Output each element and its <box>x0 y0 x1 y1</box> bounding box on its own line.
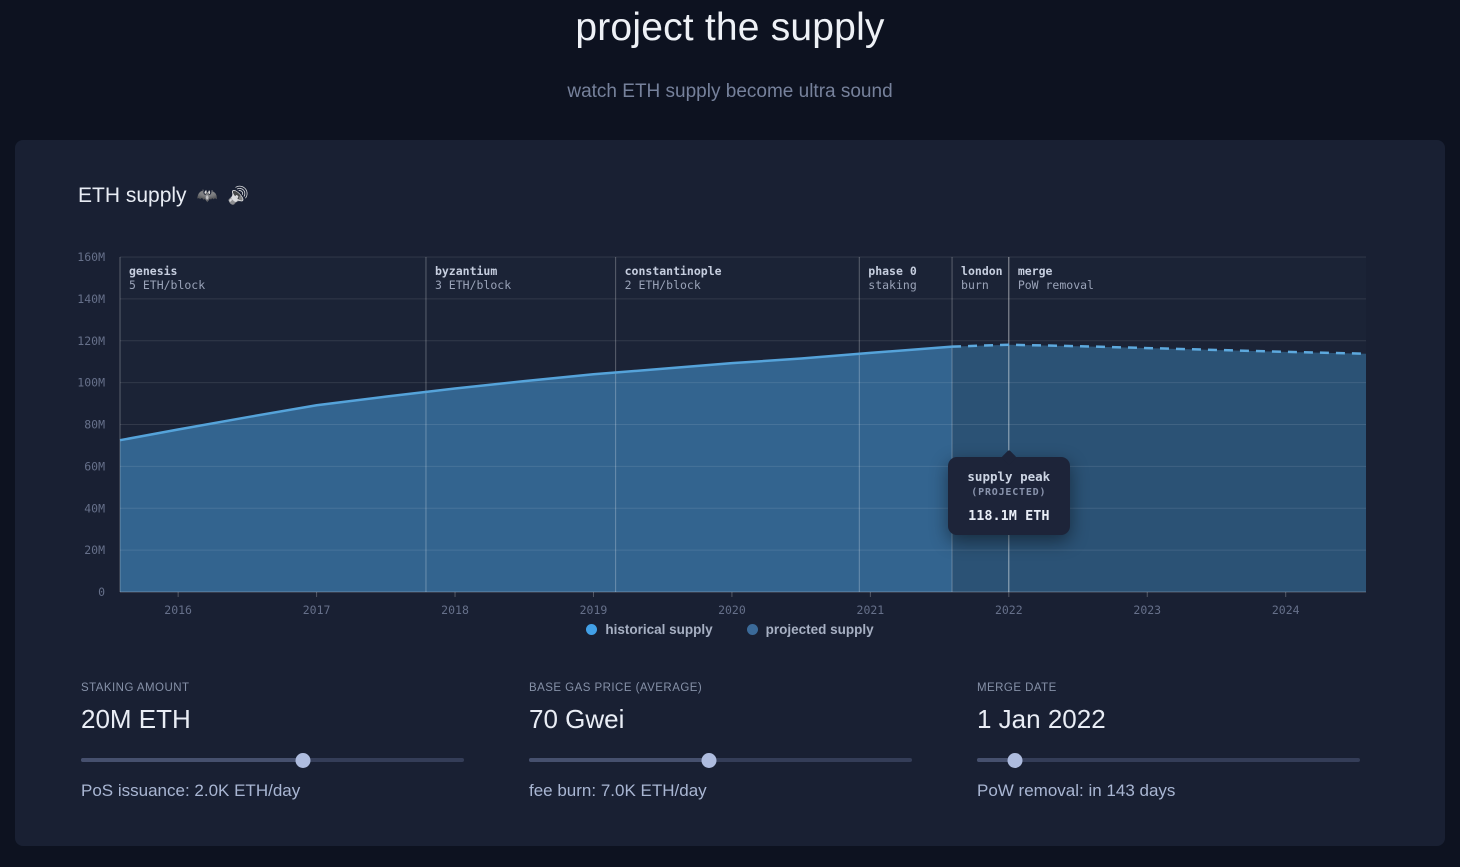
svg-text:160M: 160M <box>77 250 105 264</box>
svg-text:genesis: genesis <box>129 264 177 278</box>
tooltip-title: supply peak <box>967 468 1051 484</box>
svg-text:staking: staking <box>868 278 916 292</box>
staking-amount-slider[interactable] <box>81 752 464 768</box>
svg-text:40M: 40M <box>84 501 105 515</box>
panel-heading: ETH supply 🦇 🔊 <box>78 184 249 208</box>
historical-supply-dot <box>586 624 598 635</box>
chart-legend: historical supply projected supply <box>15 622 1445 637</box>
staking-amount-control: STAKING AMOUNT 20M ETH PoS issuance: 2.0… <box>81 682 464 801</box>
slider-track[interactable] <box>977 758 1360 762</box>
svg-text:burn: burn <box>961 278 989 292</box>
slider-thumb[interactable] <box>295 752 311 768</box>
svg-text:phase 0: phase 0 <box>868 264 917 278</box>
base-gas-price-label: BASE GAS PRICE (AVERAGE) <box>529 682 703 694</box>
supply-chart-svg: 0 20M 40M 60M 80M 100M 120M 140M 160M 2016 2017 201… <box>77 250 1367 617</box>
svg-text:2 ETH/block: 2 ETH/block <box>625 278 701 292</box>
page-title: project the supply <box>575 6 885 49</box>
svg-text:2020: 2020 <box>718 603 746 617</box>
svg-text:2024: 2024 <box>1272 603 1300 617</box>
legend-item-projected: projected supply <box>746 622 874 637</box>
svg-text:2023: 2023 <box>1133 603 1161 617</box>
page-subtitle: watch ETH supply become ultra sound <box>567 81 893 102</box>
panel-heading-text: ETH supply <box>78 184 187 207</box>
eth-supply-chart: 0 20M 40M 60M 80M 100M 120M 140M 160M 2016 2017 201… <box>15 245 1445 617</box>
svg-text:140M: 140M <box>77 292 105 306</box>
staking-amount-value: 20M ETH <box>81 704 191 734</box>
slider-thumb[interactable] <box>701 752 717 768</box>
svg-text:constantinople: constantinople <box>625 264 722 278</box>
svg-text:PoW removal: PoW removal <box>1018 278 1094 292</box>
svg-text:80M: 80M <box>84 418 105 432</box>
svg-text:20M: 20M <box>84 543 105 557</box>
supply-peak-tooltip: supply peak (PROJECTED) 118.1M ETH <box>947 456 1070 535</box>
projected-supply-dot <box>746 624 758 635</box>
svg-text:2016: 2016 <box>164 603 192 617</box>
slider-fill <box>529 758 709 762</box>
base-gas-price-slider[interactable] <box>529 752 912 768</box>
svg-text:london: london <box>961 264 1003 278</box>
merge-date-control: MERGE DATE 1 Jan 2022 PoW removal: in 14… <box>977 682 1360 801</box>
legend-label-historical: historical supply <box>605 622 713 637</box>
merge-date-label: MERGE DATE <box>977 682 1057 694</box>
legend-item-historical: historical supply <box>586 622 713 637</box>
tooltip-value: 118.1M ETH <box>968 507 1050 524</box>
slider-thumb[interactable] <box>1007 752 1023 768</box>
speaker-icon[interactable]: 🔊 <box>227 186 249 205</box>
svg-text:3 ETH/block: 3 ETH/block <box>435 278 511 292</box>
tooltip-subtitle: (PROJECTED) <box>971 486 1047 498</box>
svg-text:byzantium: byzantium <box>435 264 497 278</box>
svg-text:0: 0 <box>98 585 105 599</box>
svg-text:merge: merge <box>1018 264 1053 278</box>
slider-track[interactable] <box>529 758 912 762</box>
slider-fill <box>81 758 304 762</box>
svg-text:2022: 2022 <box>995 603 1023 617</box>
svg-text:60M: 60M <box>84 459 105 473</box>
svg-text:2021: 2021 <box>857 603 885 617</box>
staking-amount-label: STAKING AMOUNT <box>81 682 190 694</box>
merge-date-value: 1 Jan 2022 <box>977 704 1106 734</box>
supply-controls: STAKING AMOUNT 20M ETH PoS issuance: 2.0… <box>81 682 1379 801</box>
base-gas-price-control: BASE GAS PRICE (AVERAGE) 70 Gwei fee bur… <box>529 682 912 801</box>
slider-fill <box>977 758 1016 762</box>
svg-text:2018: 2018 <box>441 603 469 617</box>
eth-supply-panel: ETH supply 🦇 🔊 0 20M 40M 60M 80M 100M 120M 140M… <box>15 140 1445 846</box>
fee-burn-caption: fee burn: 7.0K ETH/day <box>529 781 707 800</box>
svg-text:5 ETH/block: 5 ETH/block <box>129 278 205 292</box>
pos-issuance-caption: PoS issuance: 2.0K ETH/day <box>81 781 301 800</box>
pow-removal-caption: PoW removal: in 143 days <box>977 781 1176 800</box>
merge-date-slider[interactable] <box>977 752 1360 768</box>
svg-text:2019: 2019 <box>580 603 608 617</box>
legend-label-projected: projected supply <box>765 622 874 637</box>
svg-text:120M: 120M <box>77 334 105 348</box>
base-gas-price-value: 70 Gwei <box>529 704 625 734</box>
svg-text:100M: 100M <box>77 376 105 390</box>
bat-icon: 🦇 <box>196 186 218 205</box>
svg-text:2017: 2017 <box>303 603 331 617</box>
